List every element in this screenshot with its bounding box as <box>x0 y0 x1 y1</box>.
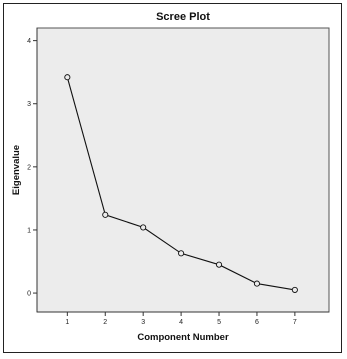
data-points <box>64 74 298 293</box>
y-tick-label: 0 <box>27 291 31 298</box>
y-tick-label: 4 <box>27 38 31 45</box>
data-point <box>140 224 147 231</box>
data-point <box>215 261 223 268</box>
x-tick-label: 1 <box>65 319 69 326</box>
x-tick-label: 4 <box>179 319 183 326</box>
x-tick-label: 7 <box>293 319 297 326</box>
y-tick-label: 2 <box>27 164 31 171</box>
x-tick-label: 2 <box>103 319 107 326</box>
x-axis-label: Component Number <box>137 332 229 343</box>
y-tick-label: 1 <box>27 227 31 234</box>
x-tick-label: 5 <box>217 319 221 326</box>
data-point <box>102 211 109 218</box>
data-point <box>253 280 260 287</box>
y-tick-label: 3 <box>27 101 31 108</box>
x-tick-label: 6 <box>255 319 259 326</box>
data-point <box>291 286 298 293</box>
x-axis-ticks: 1 2 3 4 5 6 7 <box>65 312 297 326</box>
data-point <box>178 250 185 257</box>
chart-title: Scree Plot <box>156 11 210 23</box>
y-axis-ticks: 0 1 2 3 4 <box>27 38 37 298</box>
data-point <box>64 74 71 81</box>
x-tick-label: 3 <box>141 319 145 326</box>
plot-area <box>36 27 330 313</box>
y-axis-label: Eigenvalue <box>11 145 22 195</box>
